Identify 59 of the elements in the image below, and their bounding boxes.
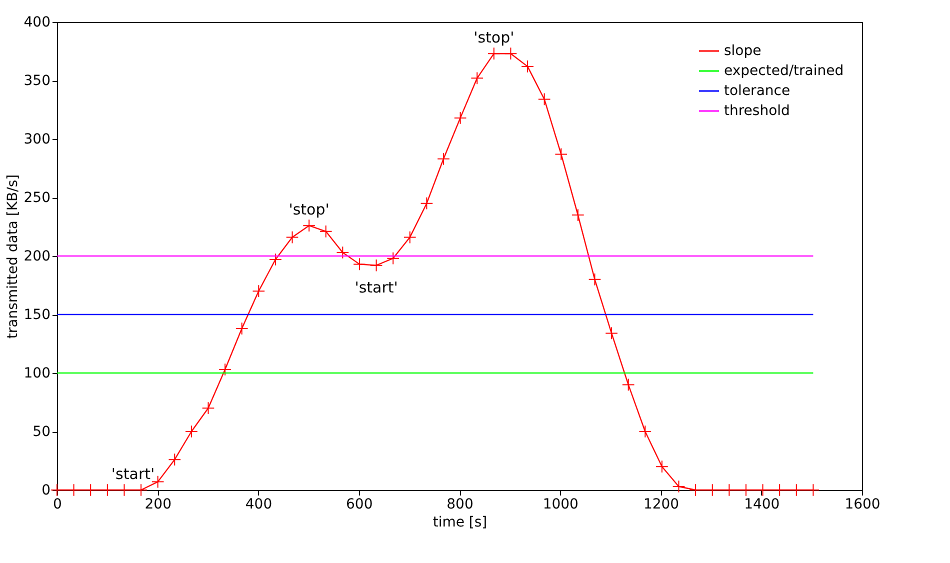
- legend-label: expected/trained: [724, 63, 844, 79]
- x-tick-label: 600: [346, 496, 373, 512]
- annotation: 'start': [354, 278, 398, 296]
- point: [454, 112, 467, 124]
- y-tick-label: 300: [24, 132, 50, 148]
- y-tick-label: 100: [24, 366, 50, 382]
- point: [185, 425, 198, 438]
- x-tick-label: 400: [245, 496, 272, 512]
- point: [538, 92, 551, 106]
- x-tick-label: 1600: [844, 496, 880, 512]
- point: [488, 47, 500, 60]
- y-tick-label: 50: [32, 424, 50, 440]
- y-tick-label: 200: [24, 248, 50, 264]
- point: [521, 60, 534, 73]
- point: [437, 152, 450, 166]
- point: [235, 322, 248, 335]
- annotation: 'stop': [474, 28, 514, 47]
- point: [202, 402, 215, 415]
- y-tick-label: 0: [42, 482, 50, 498]
- x-tick-label: 200: [144, 496, 172, 512]
- legend-label: tolerance: [724, 83, 790, 99]
- point: [572, 208, 584, 222]
- point: [420, 196, 434, 210]
- point: [353, 258, 366, 271]
- x-tick-label: 1400: [744, 496, 780, 512]
- point: [605, 326, 618, 340]
- point: [319, 225, 332, 238]
- point: [588, 272, 602, 286]
- point: [218, 363, 232, 376]
- point: [672, 480, 686, 493]
- x-tick-label: 1200: [643, 496, 680, 512]
- point: [622, 378, 635, 392]
- point: [470, 72, 484, 85]
- point: [269, 253, 282, 266]
- x-tick-label: 0: [53, 496, 62, 512]
- point: [386, 252, 400, 265]
- point: [504, 47, 518, 60]
- point: [168, 453, 182, 466]
- x-axis-title: time [s]: [432, 514, 488, 530]
- x-tick-label: 1000: [542, 496, 578, 512]
- point: [554, 148, 568, 161]
- annotation: 'stop': [288, 200, 330, 219]
- point: [302, 219, 316, 232]
- point: [286, 230, 299, 244]
- legend-label: slope: [724, 43, 762, 59]
- y-tick-label: 150: [24, 307, 50, 323]
- annotation: 'start': [111, 465, 155, 483]
- legend-label: threshold: [724, 103, 790, 119]
- y-tick-label: 250: [24, 190, 50, 206]
- point: [403, 230, 416, 244]
- y-tick-label: 400: [24, 14, 50, 30]
- point: [252, 284, 266, 298]
- y-tick-label: 350: [24, 73, 50, 89]
- y-axis-title: transmitted data [KB/s]: [4, 174, 21, 339]
- x-tick-label: 800: [446, 496, 474, 512]
- point: [656, 460, 668, 474]
- point: [336, 246, 350, 259]
- point: [638, 425, 652, 438]
- point: [370, 258, 383, 272]
